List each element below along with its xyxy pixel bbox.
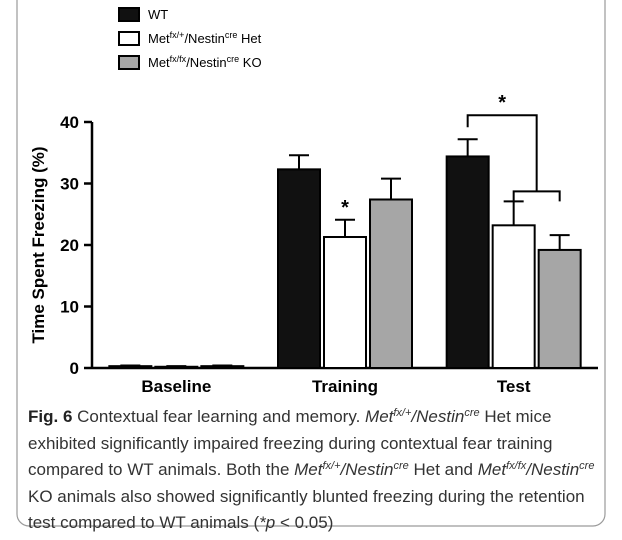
legend-label-part: WT: [148, 7, 168, 22]
bar: [323, 236, 367, 369]
legend-label-part: Het: [237, 31, 261, 46]
caption-part: < 0.05): [275, 513, 334, 532]
caption-part: Met: [477, 460, 507, 479]
y-tick-label: 30: [60, 175, 79, 194]
legend-label: Metfx/fx/Nestincre KO: [148, 54, 262, 70]
bracket: [466, 114, 538, 192]
bar: [445, 155, 490, 369]
caption-part: Contextual fear learning and memory.: [72, 407, 366, 426]
legend-swatch: [118, 7, 140, 22]
bar: [108, 365, 153, 369]
bar: [369, 198, 413, 369]
caption-part: Met: [365, 407, 394, 426]
caption-part: cre: [579, 460, 595, 472]
y-tick-label: 10: [60, 298, 79, 317]
legend-label: WT: [148, 7, 168, 22]
caption: Fig. 6 Contextual fear learning and memo…: [28, 404, 600, 537]
x-tick-label: Training: [312, 377, 378, 396]
legend-label-part: /Nestin: [184, 31, 224, 46]
legend-label-part: /Nestin: [186, 55, 226, 70]
caption-part: Fig. 6: [28, 407, 73, 426]
caption-part: Het mice exhibited significantly impaire…: [28, 407, 553, 479]
caption-part: cre: [393, 460, 409, 472]
legend-swatch: [118, 55, 140, 70]
y-tick-label: 40: [60, 113, 79, 132]
legend-label-part: Met: [148, 55, 170, 70]
bar: [277, 168, 321, 369]
legend-swatch: [118, 31, 140, 46]
legend-label: Metfx/+/Nestincre Het: [148, 30, 262, 46]
legend-label-part: cre: [225, 30, 238, 40]
bar: [491, 224, 536, 369]
legend-label-part: Met: [148, 31, 170, 46]
legend-label-part: fx/+: [170, 30, 185, 40]
y-axis-label: Time Spent Freezing (%): [29, 146, 48, 343]
frame: [16, 0, 606, 527]
x-tick-label: Test: [497, 377, 531, 396]
caption-part: cre: [464, 407, 480, 419]
bracket: [512, 190, 561, 202]
legend-label-part: KO: [239, 55, 261, 70]
caption-part: KO animals also showed significantly blu…: [28, 486, 585, 533]
bar: [537, 248, 582, 369]
caption-part: /Nestin: [526, 460, 580, 479]
bar: [200, 365, 245, 369]
caption-part: Met: [294, 460, 323, 479]
y-tick-label: 0: [70, 359, 79, 378]
caption-part: Het and: [408, 460, 478, 479]
caption-part: fx/fx: [506, 460, 527, 472]
annotation: *: [498, 92, 506, 114]
legend-label-part: fx/fx: [170, 54, 187, 64]
caption-part: /Nestin: [411, 407, 465, 426]
caption-part: *p: [259, 513, 276, 532]
caption-part: fx/+: [322, 460, 341, 472]
bar: [154, 365, 199, 369]
annotation: *: [341, 197, 349, 219]
legend-label-part: cre: [227, 54, 240, 64]
y-tick-label: 20: [60, 236, 79, 255]
x-tick-label: Baseline: [141, 377, 211, 396]
caption-part: fx/+: [393, 407, 412, 419]
caption-part: /Nestin: [340, 460, 394, 479]
